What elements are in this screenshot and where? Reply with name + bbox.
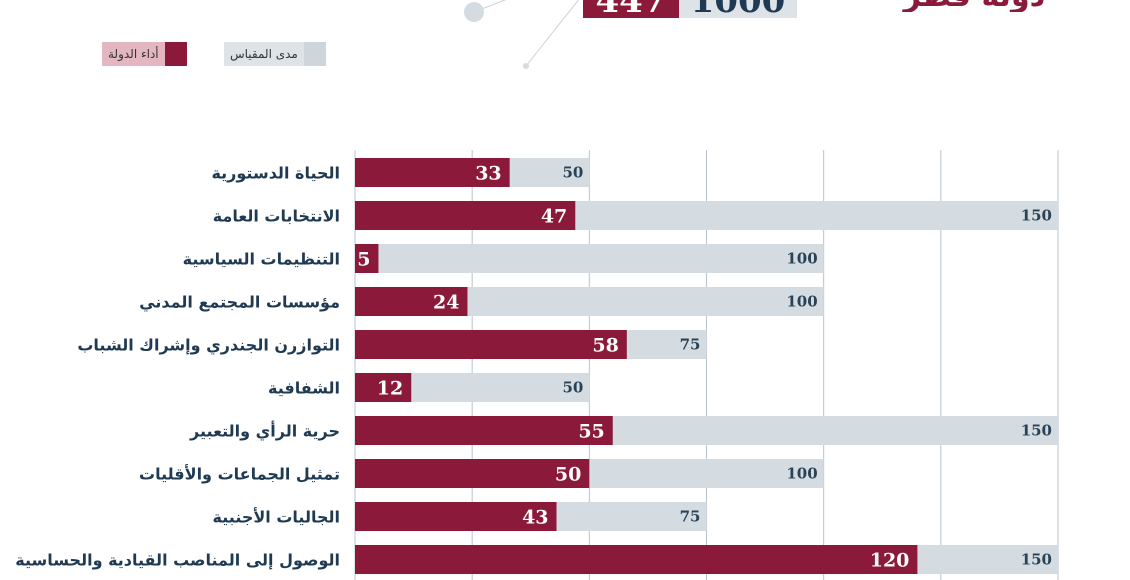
category-label: الانتخابات العامة [213, 207, 340, 226]
total-score-box: 447 [583, 0, 679, 18]
range-value-label: 75 [680, 508, 701, 526]
legend-performance: أداء الدولة [102, 42, 187, 66]
performance-bar [355, 158, 510, 187]
performance-bar [355, 244, 379, 273]
legend-performance-swatch [164, 42, 187, 66]
range-value-label: 50 [562, 379, 583, 397]
range-value-label: 150 [1021, 551, 1052, 569]
category-label: حرية الرأي والتعبير [189, 421, 340, 442]
performance-bar [355, 459, 590, 488]
decorative-network-graphic [464, 0, 580, 69]
performance-value-label: 33 [475, 163, 501, 185]
performance-value-label: 120 [870, 550, 910, 572]
performance-value-label: 5 [357, 249, 370, 271]
category-label: التوازرن الجندري وإشراك الشباب [77, 336, 340, 356]
performance-bar [355, 502, 557, 531]
category-label: تمثيل الجماعات والأقليات [139, 465, 340, 484]
bars: 50 33 150 47 100 5 100 24 75 58 50 12 150 55 100 50 75 43… [355, 158, 1058, 574]
range-value-label: 100 [786, 250, 817, 268]
range-bar [355, 244, 824, 273]
category-label: الجاليات الأجنبية [213, 508, 340, 527]
legend-range: مدى المقياس [224, 42, 326, 66]
legend-range-swatch [303, 42, 326, 66]
performance-value-label: 43 [522, 507, 548, 529]
performance-value-label: 24 [433, 292, 459, 314]
category-label: الشفافية [268, 379, 340, 398]
range-value-label: 50 [562, 164, 583, 182]
performance-bar [355, 330, 627, 359]
performance-bar [355, 545, 918, 574]
performance-bar [355, 373, 412, 402]
performance-bar [355, 287, 468, 316]
category-labels: الحياة الدستورية الانتخابات العامة التنظيم… [15, 164, 340, 570]
category-label: الوصول إلى المناصب القيادية والحساسية [15, 551, 340, 570]
category-label: التنظيمات السياسية [183, 250, 340, 269]
country-title: دولة قطر [815, 0, 1045, 12]
category-label: الحياة الدستورية [211, 164, 340, 183]
legend-range-label: مدى المقياس [230, 47, 298, 61]
performance-bar [355, 201, 576, 230]
performance-value-label: 50 [555, 464, 581, 486]
range-value-label: 100 [786, 465, 817, 483]
performance-value-label: 12 [377, 378, 403, 400]
range-value-label: 75 [680, 336, 701, 354]
range-value-label: 100 [786, 293, 817, 311]
performance-bar [355, 416, 613, 445]
max-score-box: 1000 [679, 0, 797, 18]
performance-value-label: 47 [541, 206, 567, 228]
performance-value-label: 55 [578, 421, 604, 443]
performance-value-label: 58 [592, 335, 618, 357]
range-value-label: 150 [1021, 207, 1052, 225]
category-label: مؤسسات المجتمع المدني [139, 293, 340, 313]
range-value-label: 150 [1021, 422, 1052, 440]
legend-performance-label: أداء الدولة [108, 47, 159, 61]
